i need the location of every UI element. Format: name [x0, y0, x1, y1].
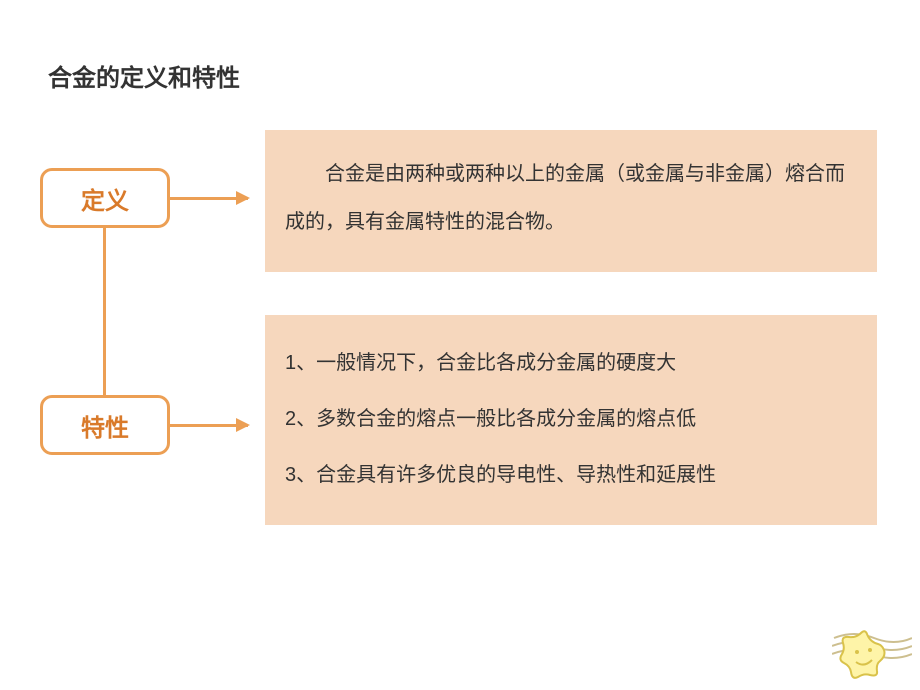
property-item-1: 1、一般情况下，合金比各成分金属的硬度大 [285, 335, 857, 391]
connector-vertical [103, 228, 106, 395]
box-definition: 合金是由两种或两种以上的金属（或金属与非金属）熔合而成的，具有金属特性的混合物。 [265, 130, 877, 272]
definition-text: 合金是由两种或两种以上的金属（或金属与非金属）熔合而成的，具有金属特性的混合物。 [285, 163, 845, 233]
page-title: 合金的定义和特性 [48, 58, 240, 93]
box-properties: 1、一般情况下，合金比各成分金属的硬度大 2、多数合金的熔点一般比各成分金属的熔… [265, 315, 877, 525]
property-item-2: 2、多数合金的熔点一般比各成分金属的熔点低 [285, 391, 857, 447]
label-properties: 特性 [40, 395, 170, 455]
label-definition-text: 定义 [81, 181, 129, 216]
arrow-to-properties [170, 424, 248, 427]
star-decoration-icon [832, 614, 912, 684]
label-properties-text: 特性 [81, 408, 129, 443]
property-item-3: 3、合金具有许多优良的导电性、导热性和延展性 [285, 447, 857, 503]
label-definition: 定义 [40, 168, 170, 228]
arrow-to-definition [170, 197, 248, 200]
